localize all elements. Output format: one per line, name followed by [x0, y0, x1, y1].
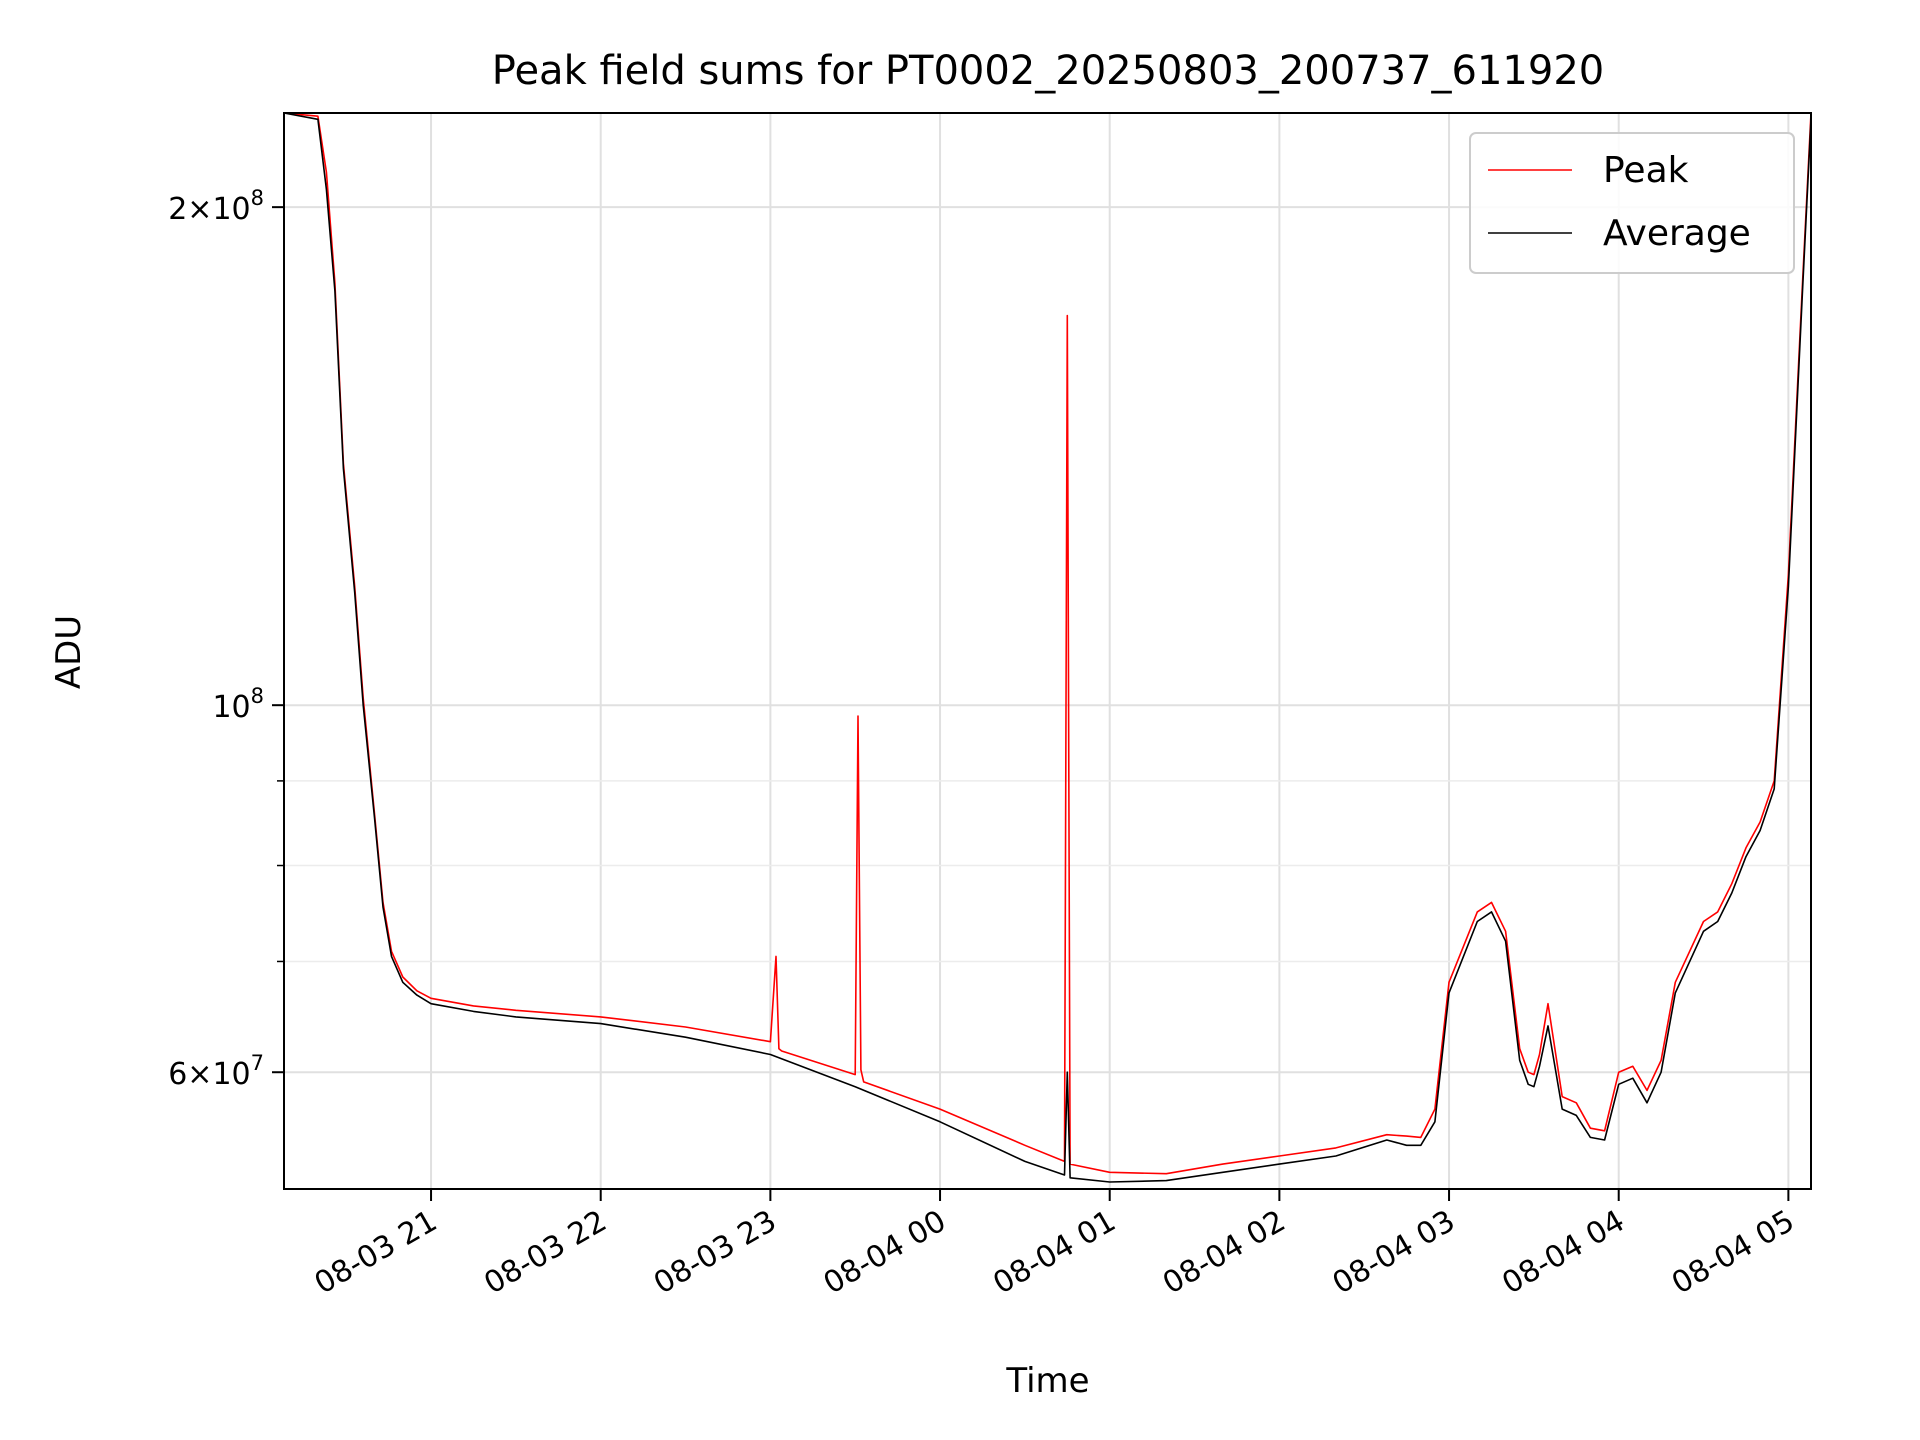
plot-frame [283, 112, 1812, 1190]
series-line-average [283, 112, 1812, 1183]
chart-title: Peak field sums for PT0002_20250803_2007… [492, 48, 1604, 94]
legend-label-peak: Peak [1603, 150, 1689, 191]
series-line-peak [283, 112, 1812, 1175]
y-axis: 2×108 108 6×107 [168, 186, 284, 1092]
series-layer [283, 112, 1812, 1183]
y-axis-label: ADU [49, 615, 89, 689]
legend: Peak Average [1469, 132, 1795, 274]
legend-label-average: Average [1603, 213, 1751, 254]
legend-box [1469, 132, 1795, 274]
y-tick-label: 6×107 [168, 1051, 264, 1092]
y-tick-label: 2×108 [168, 186, 264, 227]
x-axis-label: Time [1005, 1361, 1089, 1401]
y-tick-label: 108 [212, 684, 264, 725]
